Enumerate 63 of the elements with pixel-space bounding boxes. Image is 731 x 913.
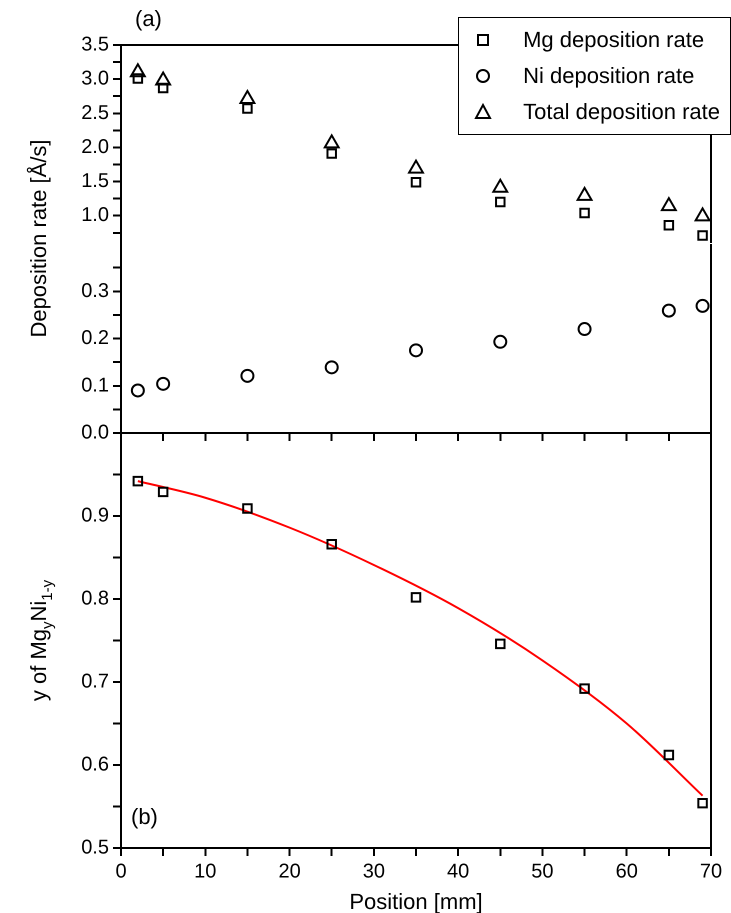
y-axis-title: Deposition rate [Å/s] xyxy=(26,139,52,338)
point xyxy=(326,148,337,159)
y-tick-label: 3.5 xyxy=(81,34,109,56)
point xyxy=(492,178,508,193)
x-tick-label: 50 xyxy=(531,860,554,883)
annotation: (b) xyxy=(131,804,158,830)
legend-label: Mg deposition rate xyxy=(523,26,704,54)
point xyxy=(324,134,340,148)
point xyxy=(408,160,424,174)
point xyxy=(493,334,508,349)
point xyxy=(240,90,256,104)
y-tick-label: 1.0 xyxy=(81,204,109,226)
point xyxy=(240,368,254,383)
x-tick-label: 10 xyxy=(194,860,216,883)
point xyxy=(660,197,677,212)
point xyxy=(410,592,422,603)
x-tick-label: 40 xyxy=(447,860,470,883)
y-tick-label: 2.0 xyxy=(81,136,109,158)
y-tick-label: 0.1 xyxy=(81,374,109,396)
y-tick-label: 0.5 xyxy=(81,836,109,859)
point xyxy=(694,207,710,222)
y-tick-label: 0.3 xyxy=(81,280,109,302)
point xyxy=(158,486,168,498)
point xyxy=(664,220,674,230)
point xyxy=(130,63,146,78)
point xyxy=(662,304,676,318)
y-tick-label: 3.0 xyxy=(81,68,109,90)
y-axis-title: y of MgyNi1-y xyxy=(26,579,56,702)
point xyxy=(242,503,253,514)
x-tick-label: 30 xyxy=(362,860,385,883)
point xyxy=(132,476,144,486)
point xyxy=(696,298,710,313)
point xyxy=(664,750,674,760)
legend-label: Total deposition rate xyxy=(523,98,720,126)
y-tick-label: 0.8 xyxy=(81,588,109,610)
y-tick-label: 0.7 xyxy=(81,670,109,693)
x-tick-label: 70 xyxy=(700,860,722,883)
x-tick-label: 20 xyxy=(278,860,301,883)
point xyxy=(409,343,423,358)
point xyxy=(326,538,337,550)
point xyxy=(410,176,422,188)
point xyxy=(697,798,708,808)
y-tick-label: 0.2 xyxy=(81,327,109,350)
point xyxy=(579,683,590,694)
x-tick-label: 0 xyxy=(115,860,127,883)
point xyxy=(156,376,170,391)
text: (a) xyxy=(135,6,162,32)
point xyxy=(155,72,172,86)
point xyxy=(576,186,592,201)
point xyxy=(495,638,506,650)
point xyxy=(697,230,708,241)
y-tick-label: 0.9 xyxy=(81,504,109,527)
point xyxy=(130,383,145,398)
y-tick-label: 1.5 xyxy=(81,170,109,192)
point xyxy=(578,322,592,336)
point xyxy=(495,196,506,208)
point xyxy=(579,208,590,218)
y-tick-label: 0.6 xyxy=(81,754,109,776)
x-tick-label: 60 xyxy=(616,860,638,883)
legend-label: Ni deposition rate xyxy=(523,62,694,90)
y-tick-label: 0.0 xyxy=(81,422,109,444)
y-tick-label: 2.5 xyxy=(81,102,109,124)
point xyxy=(324,360,339,374)
